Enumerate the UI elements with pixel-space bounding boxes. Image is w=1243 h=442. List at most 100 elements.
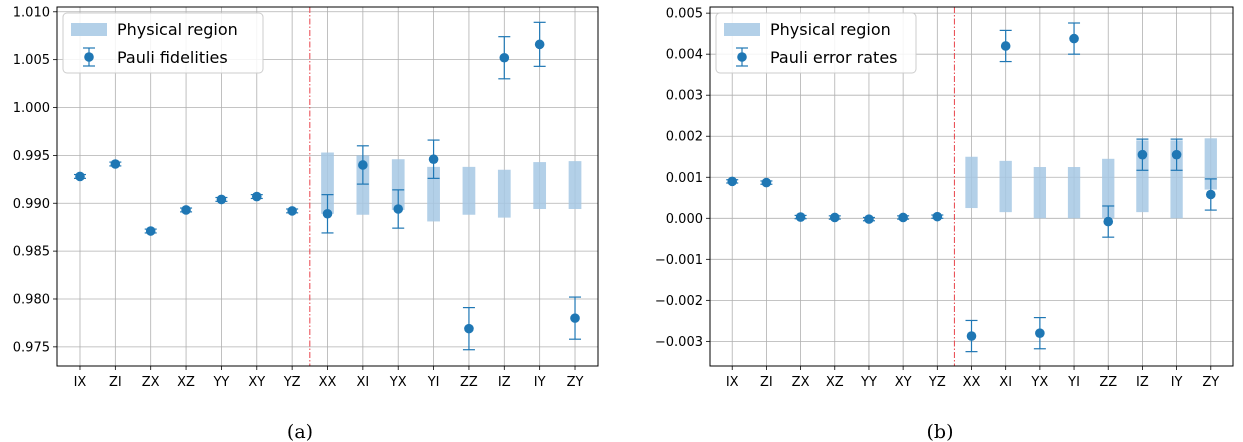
- data-point: [75, 171, 85, 182]
- data-point: [428, 154, 439, 165]
- x-tick-label: YY: [212, 375, 229, 390]
- physical-region-bar: [965, 156, 978, 209]
- x-tick-label: ZI: [760, 375, 773, 390]
- legend-point-marker: [737, 52, 747, 62]
- data-point: [829, 212, 840, 223]
- y-tick-label: 1.000: [13, 101, 50, 116]
- data-point: [322, 208, 333, 219]
- x-tick-label: ZX: [142, 375, 160, 390]
- x-tick-label: YI: [1067, 375, 1080, 390]
- physical-region-bar: [391, 159, 405, 210]
- x-tick-label: XY: [248, 375, 265, 390]
- x-tick-label: YI: [427, 375, 440, 390]
- data-point: [393, 204, 404, 214]
- x-tick-label: XZ: [826, 375, 844, 390]
- data-point: [287, 206, 297, 216]
- legend-region-swatch: [724, 23, 760, 36]
- physical-region-bar: [321, 152, 334, 214]
- physical-region-bar: [568, 161, 582, 209]
- data-point: [864, 214, 874, 224]
- data-point: [110, 159, 121, 169]
- physical-region-bar: [1170, 140, 1183, 219]
- x-tick-label: YZ: [283, 375, 301, 390]
- data-point: [1137, 149, 1148, 160]
- y-tick-label: 0.002: [666, 130, 703, 145]
- y-tick-label: 0.975: [13, 340, 50, 355]
- legend-box: [62, 12, 264, 74]
- data-point: [358, 160, 368, 170]
- x-tick-label: IX: [74, 375, 87, 390]
- data-point: [216, 194, 227, 205]
- physical-region-bar: [1067, 167, 1081, 219]
- x-tick-label: XI: [356, 375, 369, 390]
- legend-label-points: Pauli fidelities: [117, 48, 228, 67]
- data-point: [1103, 216, 1114, 227]
- data-point: [898, 212, 908, 223]
- x-tick-label: ZZ: [1099, 375, 1117, 390]
- axes-frame: [709, 6, 1234, 367]
- data-point: [499, 52, 510, 63]
- legend-label-points: Pauli error rates: [770, 48, 898, 67]
- y-tick-label: 0.995: [13, 149, 50, 164]
- x-tick-label: IX: [726, 375, 739, 390]
- x-tick-label: IY: [1171, 375, 1183, 390]
- legend-point-marker: [84, 52, 94, 62]
- data-point: [1035, 328, 1045, 338]
- data-point: [251, 191, 262, 202]
- x-tick-label: XZ: [177, 375, 195, 390]
- panel-caption: (b): [927, 421, 954, 442]
- x-tick-label: IZ: [1136, 375, 1149, 390]
- y-tick-label: 0.990: [13, 197, 50, 212]
- physical-region-bar: [1204, 138, 1217, 190]
- y-tick-label: 0.005: [666, 7, 703, 22]
- y-tick-label: 0.985: [13, 245, 50, 260]
- data-point: [570, 313, 580, 323]
- y-tick-label: −0.001: [655, 253, 703, 268]
- y-tick-label: 0.003: [666, 89, 703, 104]
- data-point: [1069, 33, 1079, 44]
- physical-region-bar: [1102, 158, 1115, 219]
- data-point: [932, 211, 943, 222]
- x-tick-label: ZI: [109, 375, 122, 390]
- x-tick-label: YX: [389, 375, 407, 390]
- panel-caption: (a): [287, 421, 313, 442]
- physical-region-bar: [533, 162, 547, 209]
- x-tick-label: ZZ: [460, 375, 478, 390]
- data-point: [727, 176, 738, 187]
- y-tick-label: 0.980: [13, 292, 50, 307]
- x-tick-label: YX: [1030, 375, 1048, 390]
- y-tick-label: 1.010: [13, 5, 50, 20]
- x-tick-label: YZ: [928, 375, 946, 390]
- x-tick-label: XY: [895, 375, 912, 390]
- data-point: [464, 323, 474, 334]
- x-tick-label: XX: [963, 375, 981, 390]
- y-tick-label: 1.005: [13, 53, 50, 68]
- legend-label-physical: Physical region: [117, 20, 238, 39]
- x-tick-label: XX: [319, 375, 337, 390]
- data-point: [795, 212, 806, 222]
- x-tick-label: XI: [999, 375, 1012, 390]
- y-tick-label: 0.000: [666, 212, 703, 227]
- x-tick-label: IY: [534, 375, 546, 390]
- data-point: [966, 331, 977, 341]
- legend-box: [715, 12, 917, 74]
- data-point: [1171, 149, 1182, 160]
- chart-panel-a: 0.975 0.980 0.985 0.990 0.995 1.000 1.005 1.010…: [13, 5, 599, 442]
- x-tick-label: IZ: [498, 375, 511, 390]
- physical-region-bar: [1033, 167, 1047, 219]
- y-tick-label: −0.003: [655, 335, 703, 350]
- x-tick-label: ZX: [792, 375, 810, 390]
- x-tick-label: YY: [860, 375, 877, 390]
- data-point: [761, 177, 772, 188]
- data-point: [145, 226, 156, 236]
- y-tick-label: −0.002: [655, 294, 703, 309]
- y-tick-label: 0.001: [666, 171, 703, 186]
- physical-region-bar: [462, 166, 476, 215]
- axes-frame: [56, 6, 599, 367]
- legend-label-physical: Physical region: [770, 20, 891, 39]
- physical-region-bar: [427, 166, 440, 222]
- physical-region-bar: [356, 155, 370, 215]
- x-tick-label: ZY: [1202, 375, 1219, 390]
- legend-region-swatch: [71, 23, 107, 36]
- data-point: [1205, 189, 1216, 200]
